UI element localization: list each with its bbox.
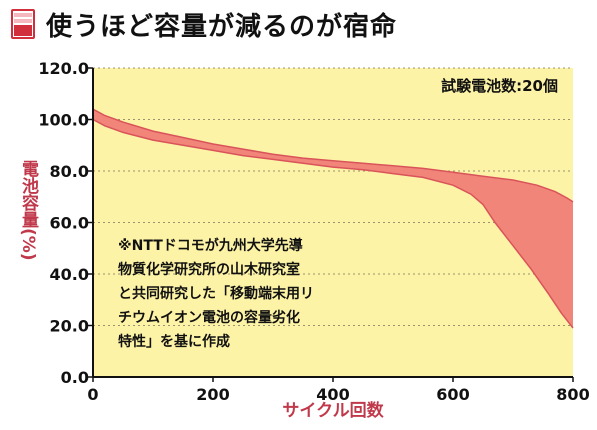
y-tick-label-2: 40.0	[50, 265, 89, 284]
y-tick-label-5: 100.0	[38, 111, 89, 130]
grid	[93, 67, 573, 326]
capacity-band	[93, 109, 573, 329]
source-note-line-2: と共同研究した「移動端末用リ	[118, 285, 314, 302]
y-axis-label: 電池容量(%)	[18, 160, 38, 261]
axes	[88, 67, 574, 382]
y-tick-labels: 0.0 20.0 40.0 60.0 80.0 100.0 120.0	[38, 59, 89, 387]
x-tick-labels: 0 200 400 600 800	[87, 385, 589, 404]
y-tick-label-0: 0.0	[61, 368, 89, 387]
header: 使うほど容量が減るのが宿命	[0, 0, 597, 46]
lower-bound-line	[92, 118, 574, 329]
x-tick-label-1: 200	[196, 385, 229, 404]
y-tick-label-1: 20.0	[50, 317, 89, 336]
source-note-line-0: ※NTTドコモが九州大学先導	[118, 237, 303, 254]
y-tick-label-6: 120.0	[38, 59, 89, 78]
x-axis-label: サイクル回数	[282, 400, 384, 421]
count-annotation: 試験電池数:20個	[441, 77, 558, 95]
upper-bound-line	[92, 108, 574, 203]
x-tick-label-0: 0	[87, 385, 98, 404]
x-tick-label-3: 600	[436, 385, 469, 404]
source-note-line-3: チウムイオン電池の容量劣化	[118, 309, 300, 326]
source-note-line-1: 物質化学研究所の山木研究室	[118, 261, 300, 278]
annotations: 試験電池数:20個 ※NTTドコモが九州大学先導物質化学研究所の山木研究室と共同研…	[118, 77, 558, 350]
y-tick-label-4: 80.0	[50, 162, 89, 181]
x-tick-label-4: 800	[556, 385, 589, 404]
y-tick-label-3: 60.0	[50, 214, 89, 233]
source-note-line-4: 特性」を基に作成	[118, 333, 230, 350]
battery-icon	[11, 9, 35, 39]
page-title: 使うほど容量が減るのが宿命	[46, 12, 398, 42]
x-tick-label-2: 400	[316, 385, 349, 404]
